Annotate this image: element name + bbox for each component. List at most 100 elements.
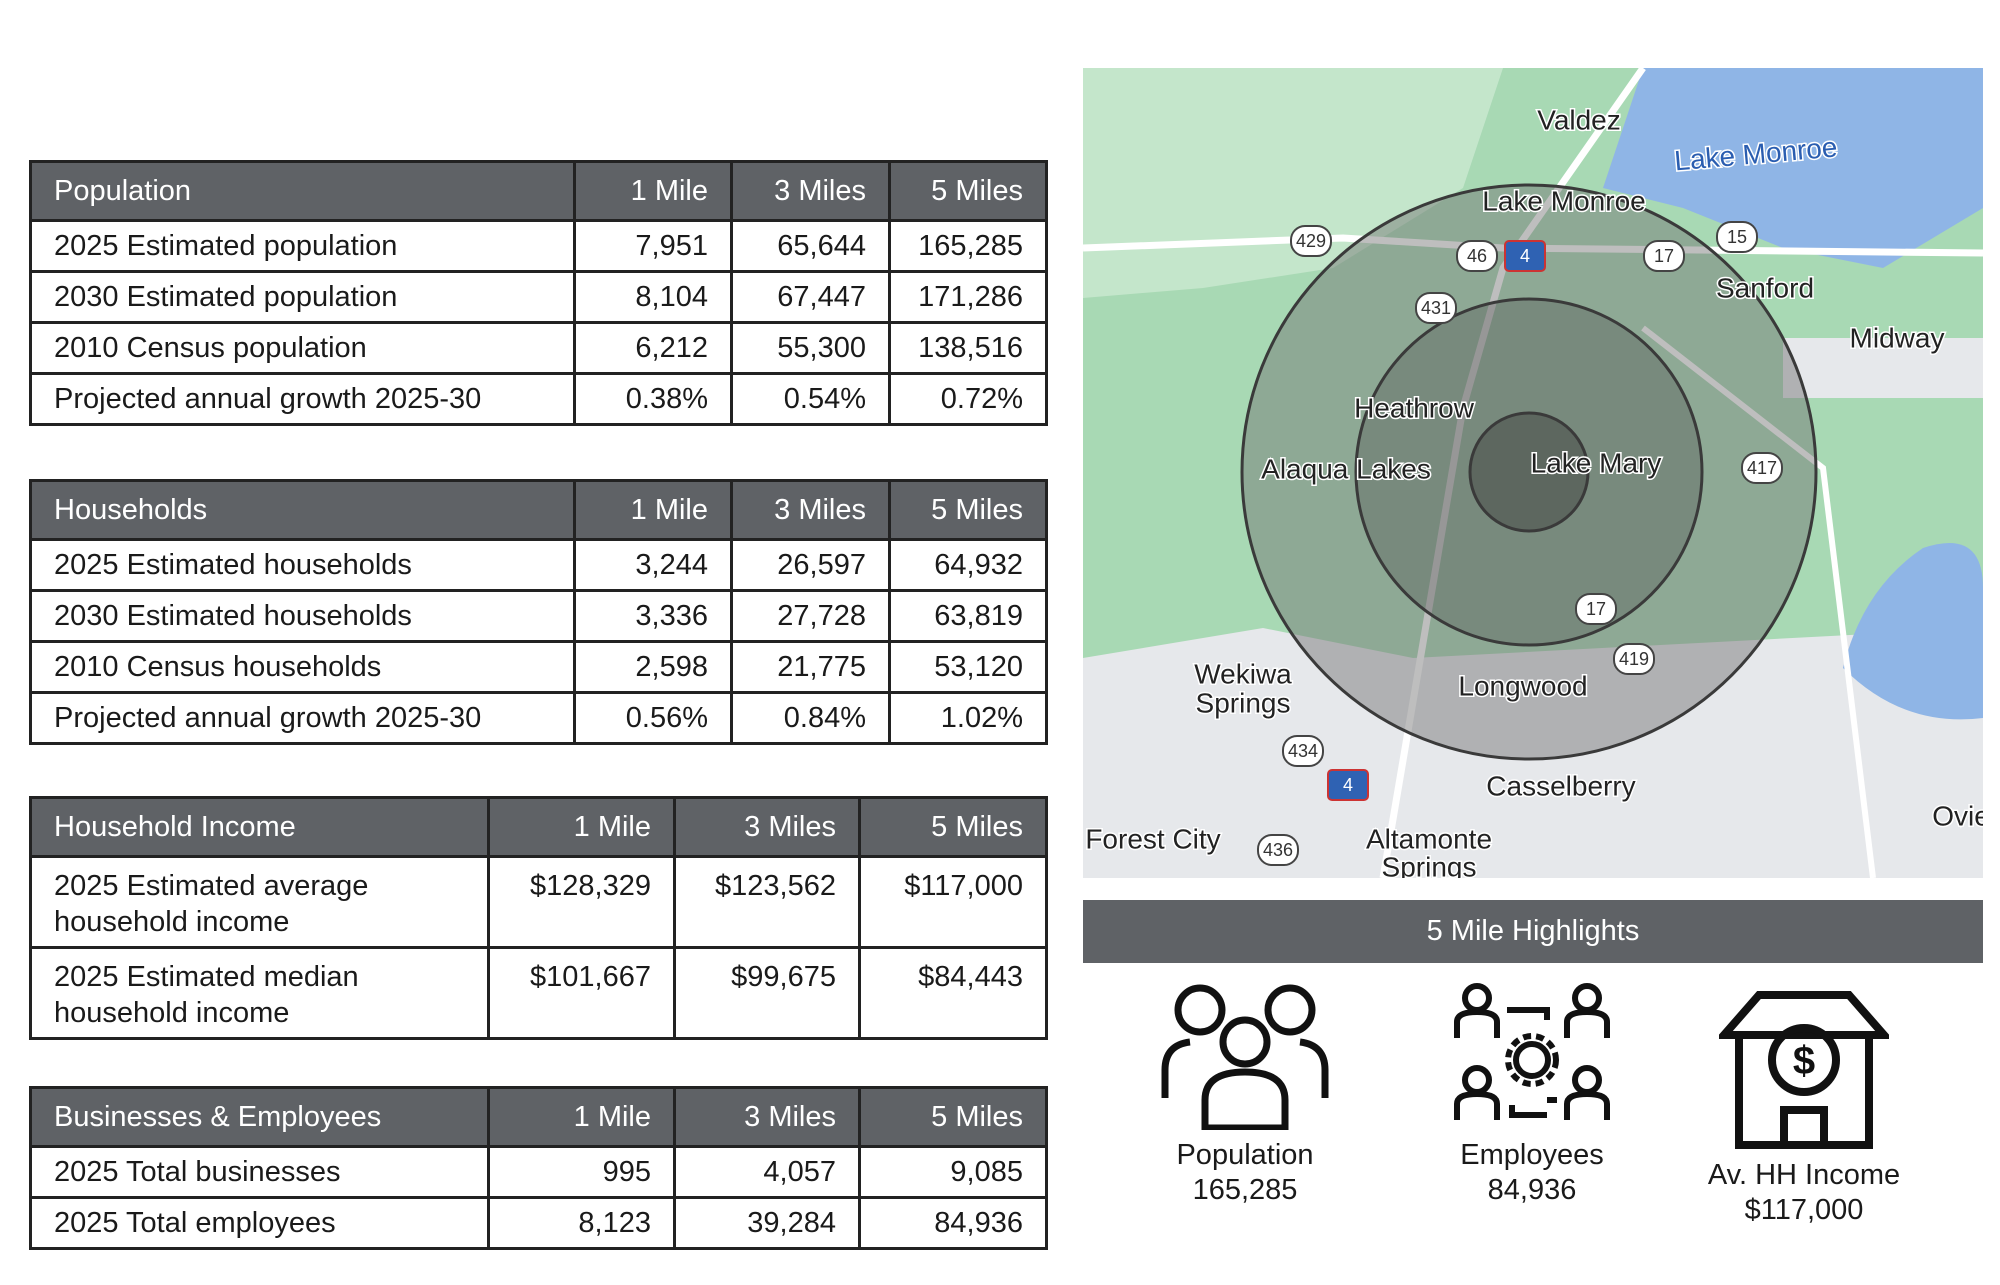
table-header-row: Household Income 1 Mile 3 Miles 5 Miles: [29, 796, 1048, 858]
table-cell-value: 3,244: [573, 538, 733, 592]
svg-text:4: 4: [1520, 246, 1530, 266]
table-row-label: 2025 Estimated average household income: [29, 855, 490, 949]
svg-text:17: 17: [1654, 246, 1674, 266]
map-place-label: Lake Mary: [1531, 447, 1662, 478]
table-cell-value: $99,675: [673, 946, 861, 1040]
house-income-icon: $: [1719, 991, 1889, 1149]
table-cell-value: 1.02%: [888, 691, 1048, 745]
svg-text:46: 46: [1467, 246, 1487, 266]
column-header: 1 Mile: [573, 160, 733, 222]
map-place-label: Heathrow: [1354, 392, 1475, 423]
map-place-label: Forest City: [1085, 823, 1220, 854]
table-row-label: 2025 Estimated households: [29, 538, 576, 592]
table-row-label: 2030 Estimated households: [29, 589, 576, 643]
table-title: Households: [29, 479, 576, 541]
table-cell-value: $117,000: [858, 855, 1048, 949]
table-title: Population: [29, 160, 576, 222]
table-row-label: 2030 Estimated population: [29, 270, 576, 324]
map-place-label: Lake Monroe: [1482, 185, 1645, 216]
map-place-label: Springs: [1196, 687, 1291, 718]
column-header: 3 Miles: [673, 1086, 861, 1148]
table-cell-value: 84,936: [858, 1196, 1048, 1250]
table-header-row: Households 1 Mile 3 Miles 5 Miles: [29, 479, 1048, 541]
column-header: 1 Mile: [487, 796, 676, 858]
population-icon: [1161, 984, 1329, 1130]
svg-text:434: 434: [1288, 741, 1318, 761]
route-shield-icon: 436: [1257, 834, 1299, 866]
household-income-table: Household Income 1 Mile 3 Miles 5 Miles 2025…: [29, 796, 1048, 1040]
svg-text:419: 419: [1619, 649, 1649, 669]
table-row: 2025 Estimated average household income $…: [29, 855, 1048, 949]
svg-text:$: $: [1793, 1039, 1815, 1083]
column-header: 3 Miles: [673, 796, 861, 858]
map-place-label: Longwood: [1458, 670, 1587, 701]
table-row: Projected annual growth 2025-30 0.56% 0.84…: [29, 691, 1048, 745]
table-cell-value: 39,284: [673, 1196, 861, 1250]
table-cell-value: 27,728: [730, 589, 891, 643]
table-row-label: 2010 Census population: [29, 321, 576, 375]
table-header-row: Population 1 Mile 3 Miles 5 Miles: [29, 160, 1048, 222]
table-cell-value: 2,598: [573, 640, 733, 694]
ring-5-mile: [1240, 183, 1818, 761]
table-row: 2025 Total employees 8,123 39,284 84,936: [29, 1196, 1048, 1250]
highlight-label: Employees: [1460, 1139, 1604, 1171]
table-row: 2030 Estimated households 3,336 27,728 63,8…: [29, 589, 1048, 643]
table-cell-value: $123,562: [673, 855, 861, 949]
radius-map[interactable]: Valdez Lake Monroe Lake Monroe Sanford Midwa…: [1083, 68, 1983, 878]
route-shield-icon: 17: [1643, 240, 1685, 272]
table-cell-value: $101,667: [487, 946, 676, 1040]
table-row-label: 2025 Total businesses: [29, 1145, 490, 1199]
route-shield-icon: 46: [1456, 240, 1498, 272]
map-place-label: Midway: [1850, 322, 1945, 353]
svg-text:4: 4: [1343, 775, 1353, 795]
map-place-label: Valdez: [1537, 104, 1621, 135]
table-cell-value: 53,120: [888, 640, 1048, 694]
table-row: 2025 Estimated median household income $1…: [29, 946, 1048, 1040]
table-row-label: 2025 Total employees: [29, 1196, 490, 1250]
table-title: Businesses & Employees: [29, 1086, 490, 1148]
table-cell-value: $128,329: [487, 855, 676, 949]
table-cell-value: 64,932: [888, 538, 1048, 592]
highlight-label: Av. HH Income: [1707, 1159, 1901, 1191]
table-cell-value: 65,644: [730, 219, 891, 273]
highlight-value: $117,000: [1744, 1194, 1864, 1226]
column-header: 5 Miles: [888, 160, 1048, 222]
map-place-label: Sanford: [1716, 272, 1814, 303]
highlight-population: Population 165,285: [1115, 980, 1375, 1208]
route-shield-icon: 431: [1415, 292, 1457, 324]
table-cell-value: 0.54%: [730, 372, 891, 426]
table-cell-value: 55,300: [730, 321, 891, 375]
table-row-label: 2025 Estimated median household income: [29, 946, 490, 1040]
svg-text:17: 17: [1586, 599, 1606, 619]
households-table: Households 1 Mile 3 Miles 5 Miles 2025 Estim…: [29, 479, 1048, 745]
column-header: 3 Miles: [730, 479, 891, 541]
column-header: 5 Miles: [858, 796, 1048, 858]
table-cell-value: 0.72%: [888, 372, 1048, 426]
table-row: 2025 Estimated population 7,951 65,644 165,…: [29, 219, 1048, 273]
businesses-employees-table: Businesses & Employees 1 Mile 3 Miles 5 Mil…: [29, 1086, 1048, 1250]
table-cell-value: 165,285: [888, 219, 1048, 273]
table-cell-value: 8,123: [487, 1196, 676, 1250]
table-cell-value: 6,212: [573, 321, 733, 375]
table-cell-value: 171,286: [888, 270, 1048, 324]
interstate-shield-icon: 4: [1504, 240, 1546, 272]
column-header: 1 Mile: [487, 1086, 676, 1148]
employees-icon: [1454, 983, 1610, 1120]
highlights-header: 5 Mile Highlights: [1083, 900, 1983, 963]
route-shield-icon: 15: [1716, 221, 1758, 253]
route-shield-icon: 429: [1290, 225, 1332, 257]
table-cell-value: 26,597: [730, 538, 891, 592]
lake-monroe-water: [1603, 68, 1983, 268]
table-cell-value: 3,336: [573, 589, 733, 643]
map-place-label: Alaqua Lakes: [1261, 453, 1431, 484]
table-cell-value: 0.56%: [573, 691, 733, 745]
column-header: 5 Miles: [858, 1086, 1048, 1148]
table-cell-value: 7,951: [573, 219, 733, 273]
table-header-row: Businesses & Employees 1 Mile 3 Miles 5 Mil…: [29, 1086, 1048, 1148]
route-shield-icon: 434: [1282, 735, 1324, 767]
table-cell-value: 21,775: [730, 640, 891, 694]
table-row-label: 2010 Census households: [29, 640, 576, 694]
population-table: Population 1 Mile 3 Miles 5 Miles 2025 Estim…: [29, 160, 1048, 426]
table-row-label: 2025 Estimated population: [29, 219, 576, 273]
